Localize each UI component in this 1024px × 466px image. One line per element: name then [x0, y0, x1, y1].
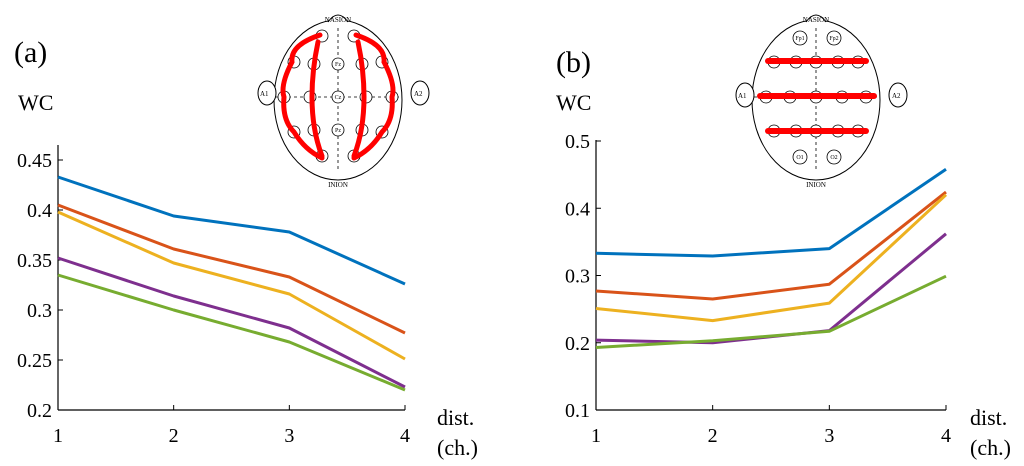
a2-label: A2: [892, 92, 901, 100]
panel-a-head-map: NASION INION A1 A2 Fz Cz Pz: [257, 14, 430, 189]
panel-b-label: (b): [556, 46, 591, 79]
panel-b-ylabel: WC: [556, 90, 591, 115]
panel-b: (b) WC dist. (ch.) NASION INION A1 A2 Fp…: [556, 14, 1011, 460]
nasion-label: NASION: [803, 16, 829, 24]
y-tick-label: 0.25: [17, 350, 52, 372]
a1-label: A1: [260, 90, 269, 98]
y-tick-label: 0.2: [565, 333, 590, 355]
electrode-chain-lines: [757, 58, 877, 134]
electrode-fz-label: Fz: [335, 62, 341, 68]
panel-b-series: [595, 167, 948, 349]
panel-b-xlabel-line1: dist.: [970, 405, 1007, 430]
electrode-chain-lines: [280, 32, 396, 161]
series-line-3: [595, 193, 948, 323]
series-line-3: [57, 210, 406, 361]
y-tick-label: 0.45: [17, 150, 52, 172]
panel-a-ylabel: WC: [18, 90, 53, 115]
panel-b-ticks: 0.1 0.2 0.3 0.4 0.5 1 2 3 4: [565, 131, 951, 447]
y-tick-label: 0.2: [27, 400, 52, 422]
a1-label: A1: [738, 92, 747, 100]
left-ear-shape: [257, 80, 277, 106]
electrode-fp2-label: Fp2: [829, 36, 838, 42]
y-tick-label: 0.3: [27, 300, 52, 322]
panel-a-xlabel-line1: dist.: [437, 405, 474, 430]
electrode-o1-label: O1: [796, 155, 803, 161]
inion-label: INION: [328, 181, 348, 189]
x-tick-label: 3: [284, 425, 294, 447]
left-ear-shape: [735, 82, 755, 108]
x-tick-label: 4: [400, 425, 410, 447]
panel-b-axes: [595, 140, 946, 411]
panel-b-head-map: NASION INION A1 A2 Fp1 Fp2 O1 O2: [735, 14, 908, 189]
y-tick-label: 0.1: [565, 400, 590, 422]
panel-b-xlabel-line2: (ch.): [970, 435, 1011, 460]
series-line-5: [57, 273, 406, 392]
a2-label: A2: [414, 90, 423, 98]
x-tick-label: 2: [708, 425, 718, 447]
nose-shape: [327, 14, 349, 23]
y-tick-label: 0.4: [565, 198, 590, 220]
series-line-2: [595, 190, 947, 301]
x-tick-label: 1: [591, 425, 601, 447]
x-tick-label: 4: [941, 425, 951, 447]
series-line-5: [595, 274, 947, 349]
electrode-o2-label: O2: [830, 155, 837, 161]
panel-a-series: [57, 175, 406, 392]
y-tick-label: 0.35: [17, 250, 52, 272]
series-line-4: [595, 232, 947, 345]
electrode-fp1-label: Fp1: [795, 36, 804, 42]
series-line-1: [595, 167, 947, 258]
panel-a-axes: [57, 145, 405, 411]
y-tick-label: 0.5: [565, 131, 590, 153]
panel-a-ticks: 0.2 0.25 0.3 0.35 0.4 0.45 1 2 3 4: [17, 150, 410, 447]
panel-a-label: (a): [14, 36, 47, 69]
y-tick-label: 0.3: [565, 266, 590, 288]
panel-a: (a) WC dist. (ch.) NASION INION A1 A2 Fz…: [14, 14, 478, 460]
series-line-4: [57, 256, 406, 389]
electrode-cz-label: Cz: [335, 95, 342, 101]
nasion-label: NASION: [325, 16, 351, 24]
nose-shape: [805, 14, 827, 23]
right-ear-shape: [888, 82, 908, 108]
panel-a-xlabel-line2: (ch.): [437, 435, 478, 460]
x-tick-label: 3: [824, 425, 834, 447]
series-line-2: [57, 203, 406, 335]
x-tick-label: 2: [169, 425, 179, 447]
x-tick-label: 1: [53, 425, 63, 447]
inion-label: INION: [806, 181, 826, 189]
series-line-1: [57, 175, 406, 286]
right-ear-shape: [410, 80, 430, 106]
y-tick-label: 0.4: [27, 200, 52, 222]
electrode-pz-label: Pz: [335, 128, 341, 134]
